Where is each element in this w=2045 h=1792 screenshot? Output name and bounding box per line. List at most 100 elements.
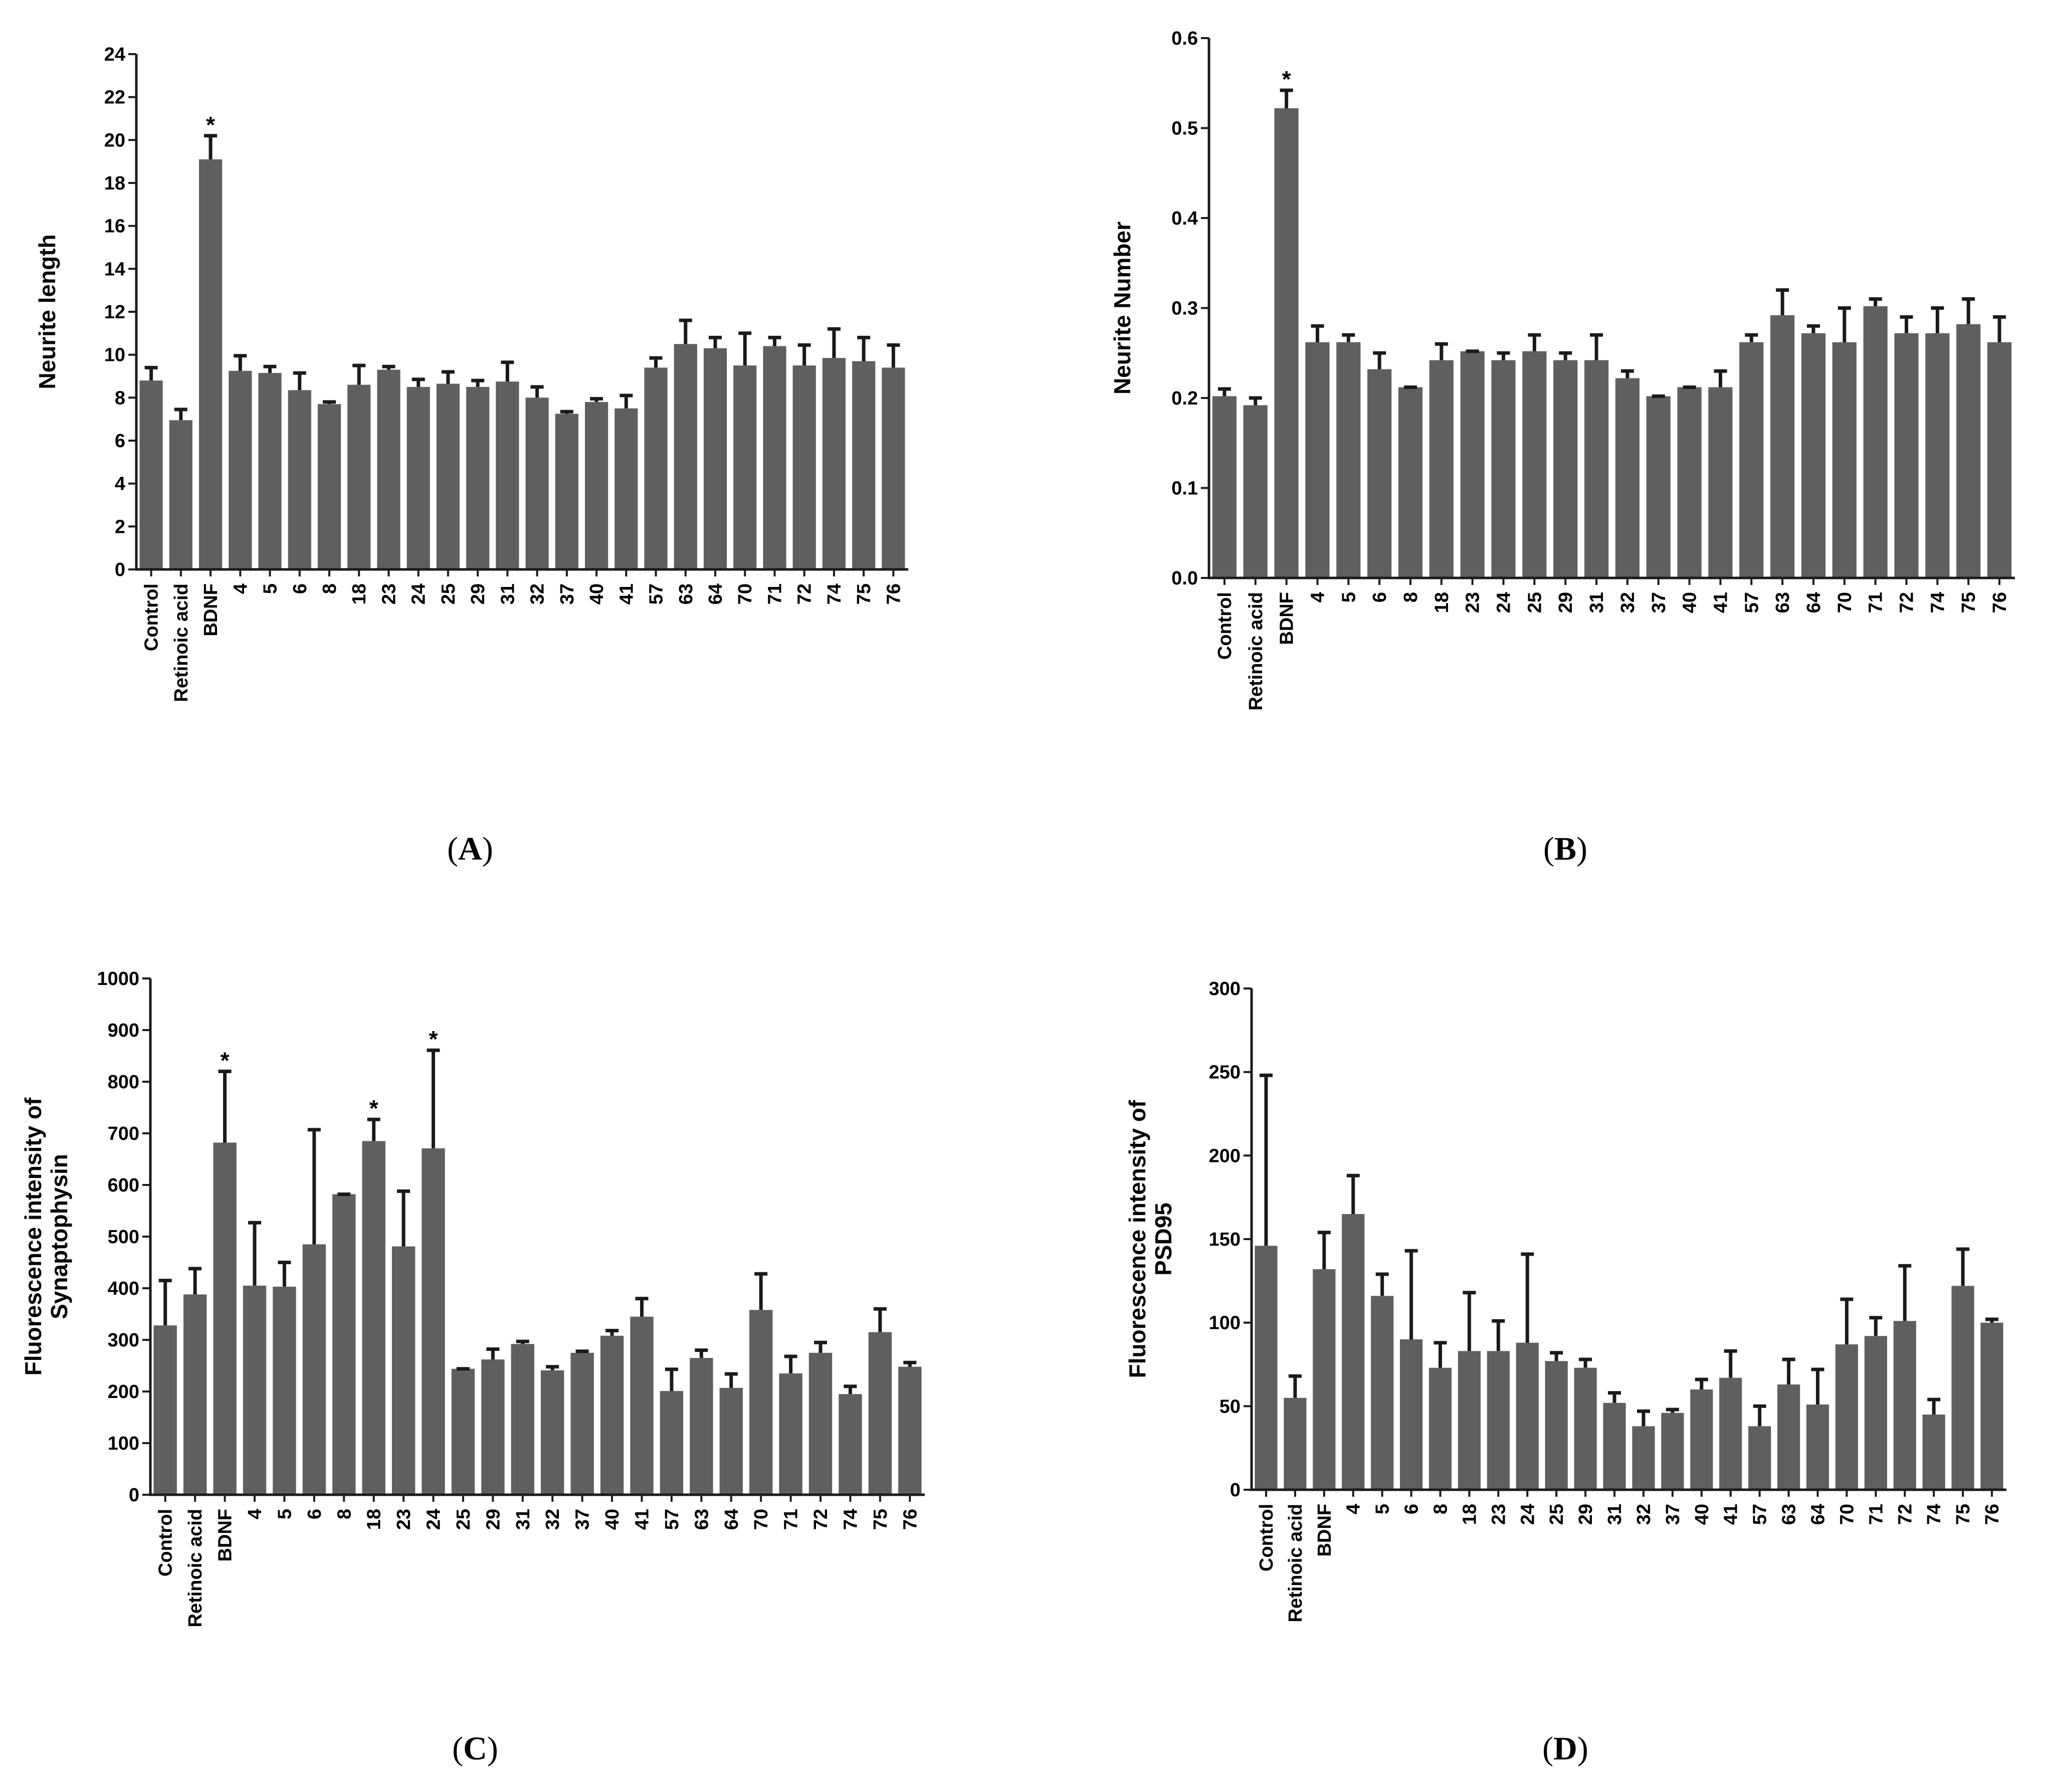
x-tick-label: 75 <box>1958 592 1979 613</box>
x-tick-label: 37 <box>572 1509 593 1530</box>
bar-6 <box>1400 1339 1423 1490</box>
bar-25 <box>451 1368 475 1495</box>
x-tick-label: 4 <box>1308 592 1329 603</box>
significance-marker-bdnf: * <box>221 1047 230 1073</box>
panel-a: Control Retinoic acid*BDNF 4 5 6 8 18 23 24 25 29 3… <box>34 44 908 867</box>
bar-4 <box>243 1285 267 1495</box>
bar-63 <box>674 344 697 570</box>
x-tick-label: 41 <box>1721 1504 1742 1525</box>
bar-41 <box>1708 387 1733 578</box>
y-tick-label: 200 <box>1209 1145 1241 1166</box>
x-tick-label: 8 <box>334 1509 355 1519</box>
x-tick-label: 40 <box>1692 1504 1713 1525</box>
bar-37 <box>1646 396 1671 578</box>
bar-5 <box>258 373 282 569</box>
y-tick-label: 0.3 <box>1171 298 1198 319</box>
y-axis-title: Neurite length <box>34 234 60 389</box>
bar-41 <box>630 1316 654 1495</box>
x-tick-label: 64 <box>721 1509 742 1530</box>
bar-64 <box>1801 333 1826 578</box>
x-tick-label: 72 <box>794 583 815 605</box>
bar-25 <box>1522 351 1547 578</box>
y-tick-label: 0.0 <box>1171 568 1198 589</box>
bar-bdnf <box>1274 108 1299 578</box>
y-tick-label: 2 <box>115 516 125 537</box>
x-tick-label: 57 <box>646 583 667 605</box>
bar-29 <box>481 1359 505 1495</box>
x-tick-label: 29 <box>483 1509 504 1530</box>
x-tick-label: 4 <box>245 1509 266 1519</box>
bar-8 <box>317 404 341 569</box>
x-tick-label: 18 <box>349 583 370 605</box>
y-tick-label: 100 <box>1209 1313 1241 1334</box>
bar-70 <box>749 1310 773 1495</box>
y-tick-label: 700 <box>108 1123 139 1144</box>
bar-57 <box>1748 1426 1771 1490</box>
bar-70 <box>1835 1344 1858 1490</box>
x-tick-label: 5 <box>1338 592 1359 603</box>
bar-31 <box>496 381 519 569</box>
x-tick-label: 18 <box>364 1509 385 1530</box>
bar-72 <box>808 1352 833 1495</box>
bar-40 <box>600 1335 624 1495</box>
bar-6 <box>288 390 311 569</box>
bar-8 <box>332 1194 356 1495</box>
bar-72 <box>1893 1321 1916 1490</box>
y-tick-label: 0.5 <box>1171 118 1198 139</box>
x-tick-label: 32 <box>1617 592 1639 613</box>
bar-18 <box>1429 360 1454 578</box>
y-tick-label: 0 <box>129 1485 139 1506</box>
bar-63 <box>1770 315 1795 578</box>
x-tick-label: 5 <box>1372 1504 1393 1514</box>
x-tick-label: 25 <box>438 583 459 605</box>
bar-32 <box>541 1370 564 1495</box>
bar-8 <box>1428 1367 1452 1490</box>
x-tick-label: 72 <box>1895 1504 1916 1525</box>
bar-32 <box>1615 378 1640 578</box>
x-tick-label: 6 <box>290 583 311 594</box>
x-tick-label: 70 <box>1836 1504 1858 1525</box>
bar-74 <box>822 358 846 569</box>
x-tick-label: BDNF <box>1314 1504 1335 1557</box>
bar-37 <box>570 1352 594 1495</box>
bar-23 <box>377 369 400 569</box>
x-tick-label: 57 <box>1750 1504 1771 1525</box>
bar-24 <box>1516 1342 1539 1490</box>
bar-18 <box>362 1141 385 1495</box>
x-tick-label: 8 <box>1400 592 1421 603</box>
x-tick-label: 8 <box>319 583 340 594</box>
bar-75 <box>1956 324 1981 578</box>
bar-40 <box>585 402 608 569</box>
bar-18 <box>1458 1351 1481 1490</box>
y-tick-label: 0.4 <box>1171 208 1198 229</box>
bar-37 <box>555 414 578 569</box>
x-tick-label: 76 <box>1982 1504 2003 1525</box>
y-tick-label: 300 <box>1209 978 1241 1000</box>
x-tick-label: 71 <box>1866 1504 1887 1525</box>
x-tick-label: 57 <box>1741 592 1762 613</box>
bar-40 <box>1677 387 1702 578</box>
bar-72 <box>792 365 816 569</box>
y-tick-label: 0 <box>115 559 125 580</box>
y-tick-label: 20 <box>104 130 125 151</box>
x-tick-label: Retinoic acid <box>171 583 192 702</box>
y-tick-label: 16 <box>104 216 125 237</box>
panel-c: Control Retinoic acid * BDNF 4 5 6 8 * 18 23 * 24 25 2… <box>20 968 925 1767</box>
bar-29 <box>1574 1367 1597 1490</box>
x-tick-label: 72 <box>810 1509 832 1530</box>
y-tick-label: 500 <box>108 1227 139 1248</box>
bar-5 <box>1371 1296 1394 1490</box>
bar-37 <box>1661 1413 1684 1490</box>
x-tick-label: 24 <box>1494 592 1515 613</box>
x-tick-label: 71 <box>1866 592 1887 613</box>
x-tick-label: 24 <box>408 583 430 605</box>
bar-4 <box>1342 1214 1365 1490</box>
bar-64 <box>719 1387 743 1495</box>
y-tick-label: 12 <box>104 302 125 323</box>
x-tick-label: 74 <box>824 583 845 605</box>
bar-57 <box>660 1391 684 1495</box>
y-tick-label: 600 <box>108 1175 139 1196</box>
panel-label: (D) <box>1542 1730 1588 1767</box>
x-tick-label: 23 <box>379 583 400 605</box>
bar-31 <box>1584 360 1609 578</box>
